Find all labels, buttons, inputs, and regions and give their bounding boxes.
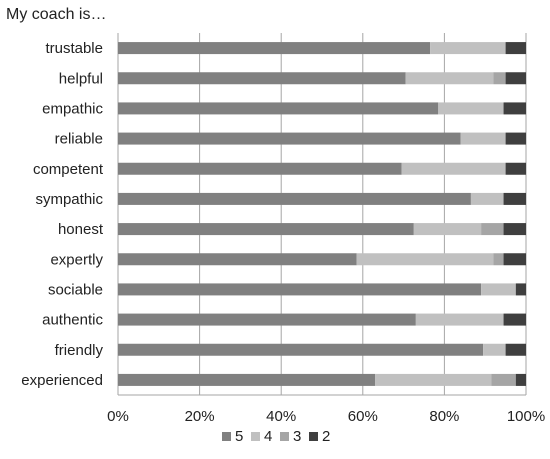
bar-segment-4 (356, 253, 494, 266)
bar-segment-4 (375, 373, 492, 386)
legend-swatch (222, 432, 231, 441)
bar-segment-2 (505, 42, 526, 55)
bar-segment-4 (483, 343, 506, 356)
bar-segment-5 (118, 253, 357, 266)
bar-segment-2 (503, 223, 526, 236)
x-tick-label: 0% (107, 408, 129, 425)
category-label: authentic (42, 312, 103, 329)
bar-segment-4 (470, 192, 504, 205)
bar-segment-5 (118, 283, 482, 296)
bar-segment-2 (505, 162, 526, 175)
bar-segment-5 (118, 313, 416, 326)
category-label: helpful (59, 70, 103, 87)
bar-segment-2 (515, 283, 526, 296)
legend-label: 2 (322, 428, 330, 445)
bar-segment-4 (430, 42, 506, 55)
bar-segment-3 (493, 72, 506, 85)
bar-segment-2 (503, 253, 526, 266)
x-tick-label: 100% (507, 408, 545, 425)
bar-segment-5 (118, 373, 376, 386)
category-label: reliable (55, 131, 103, 148)
bar-segment-2 (503, 313, 526, 326)
bar-segment-3 (491, 373, 516, 386)
bar-segment-5 (118, 192, 471, 205)
x-tick-label: 20% (185, 408, 215, 425)
category-label: empathic (42, 100, 103, 117)
bar-segment-5 (118, 162, 402, 175)
bar-segment-5 (118, 223, 414, 236)
bar-segment-2 (505, 343, 526, 356)
bar-segment-2 (515, 373, 526, 386)
category-label: sympathic (35, 191, 103, 208)
bar-segment-2 (503, 102, 526, 115)
category-label: expertly (50, 251, 103, 268)
bar-segment-5 (118, 102, 439, 115)
legend-swatch (309, 432, 318, 441)
bar-segment-4 (460, 132, 506, 145)
legend-label: 5 (235, 428, 243, 445)
category-label: honest (58, 221, 104, 238)
bar-segment-3 (493, 253, 504, 266)
x-tick-label: 40% (266, 408, 296, 425)
bar-segment-5 (118, 132, 461, 145)
bar-segment-4 (401, 162, 506, 175)
category-label: sociable (48, 281, 103, 298)
bar-segment-4 (481, 283, 516, 296)
category-label: trustable (45, 40, 103, 57)
category-label: friendly (55, 342, 104, 359)
bar-segment-4 (438, 102, 504, 115)
x-tick-label: 60% (348, 408, 378, 425)
legend-swatch (251, 432, 260, 441)
category-label: competent (33, 161, 104, 178)
legend-swatch (280, 432, 289, 441)
bar-segment-3 (481, 223, 504, 236)
legend-label: 3 (293, 428, 301, 445)
chart-title: My coach is… (6, 6, 107, 23)
legend-label: 4 (264, 428, 272, 445)
bar-segment-4 (405, 72, 494, 85)
bar-segment-4 (415, 313, 504, 326)
bar-segment-2 (505, 72, 526, 85)
category-label: experienced (21, 372, 103, 389)
bar-segment-5 (118, 42, 431, 55)
bar-segment-5 (118, 72, 406, 85)
bar-segment-2 (505, 132, 526, 145)
bar-segment-4 (413, 223, 482, 236)
x-tick-label: 80% (429, 408, 459, 425)
bar-segment-5 (118, 343, 484, 356)
bar-segment-2 (503, 192, 526, 205)
